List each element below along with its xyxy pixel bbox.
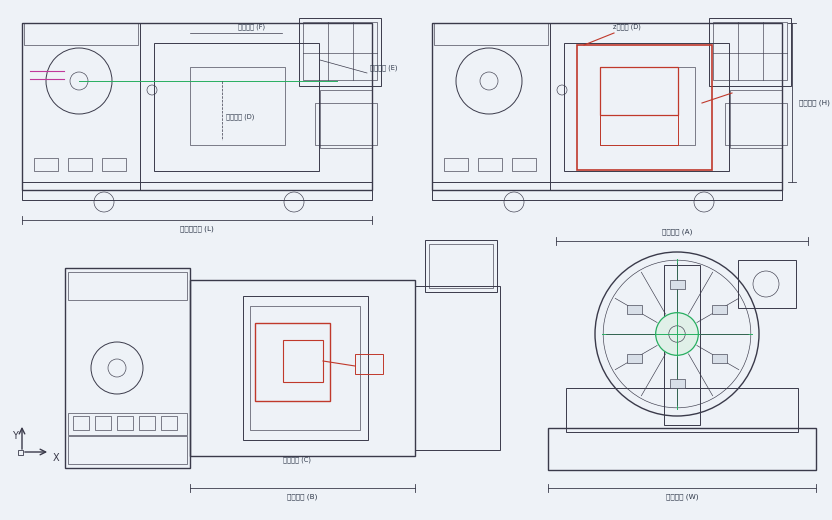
Bar <box>512 158 536 171</box>
Bar <box>712 305 727 314</box>
Text: 工件长度 (B): 工件长度 (B) <box>287 493 317 500</box>
Text: 卡盘直径 (A): 卡盘直径 (A) <box>661 229 692 236</box>
Bar <box>415 286 500 450</box>
Bar <box>425 240 497 292</box>
Bar <box>250 306 360 430</box>
Bar <box>190 67 285 145</box>
Bar <box>24 23 138 45</box>
Bar <box>432 182 782 200</box>
Bar <box>664 265 700 425</box>
Bar <box>139 416 155 430</box>
Bar <box>68 158 92 171</box>
Bar <box>68 272 187 300</box>
Bar <box>22 23 372 190</box>
Text: 设备宽度 (W): 设备宽度 (W) <box>666 493 698 500</box>
Bar <box>730 90 782 148</box>
Text: 设备高度 (H): 设备高度 (H) <box>799 99 830 106</box>
Bar <box>190 280 415 456</box>
Bar <box>432 23 550 190</box>
Bar <box>670 280 685 289</box>
Bar <box>34 158 58 171</box>
Bar <box>709 18 791 86</box>
Bar <box>738 260 796 308</box>
Bar <box>161 416 177 430</box>
Bar <box>299 18 381 86</box>
Bar <box>725 103 787 145</box>
Bar <box>154 43 319 171</box>
Bar <box>68 413 187 435</box>
Bar <box>22 182 372 200</box>
Bar <box>600 67 695 145</box>
Bar <box>478 158 502 171</box>
Bar <box>65 268 190 468</box>
Bar <box>712 354 727 363</box>
Bar <box>117 416 133 430</box>
Bar <box>22 23 140 190</box>
Bar <box>73 416 89 430</box>
Bar <box>68 436 187 464</box>
Bar <box>626 305 642 314</box>
Circle shape <box>656 313 698 355</box>
Bar <box>600 67 678 115</box>
Bar <box>600 115 678 145</box>
Bar <box>355 354 383 374</box>
Bar <box>444 158 468 171</box>
Bar <box>564 43 729 171</box>
Bar <box>18 450 23 455</box>
Bar <box>432 23 782 190</box>
Text: 刀台尺寸 (E): 刀台尺寸 (E) <box>370 64 398 71</box>
Bar <box>670 379 685 388</box>
Bar <box>320 90 372 148</box>
Bar <box>315 103 377 145</box>
Text: Y: Y <box>12 431 18 441</box>
Bar <box>566 388 798 432</box>
Text: 机床总长度 (L): 机床总长度 (L) <box>180 226 214 232</box>
Bar <box>434 23 548 45</box>
Bar <box>283 340 323 382</box>
Bar <box>713 22 787 80</box>
Bar <box>577 45 712 170</box>
Bar <box>102 158 126 171</box>
Bar <box>255 323 330 401</box>
Text: 方拖尺寸 (F): 方拖尺寸 (F) <box>239 24 265 30</box>
Bar <box>243 296 368 440</box>
Text: 工轴行程 (C): 工轴行程 (C) <box>283 457 311 463</box>
Bar <box>95 416 111 430</box>
Bar <box>626 354 642 363</box>
Bar <box>429 244 493 288</box>
Bar <box>548 428 816 470</box>
Bar <box>303 22 377 80</box>
Text: X: X <box>52 453 59 463</box>
Text: 回转半径 (D): 回转半径 (D) <box>225 114 255 120</box>
Text: z轴行程 (D): z轴行程 (D) <box>613 24 641 30</box>
